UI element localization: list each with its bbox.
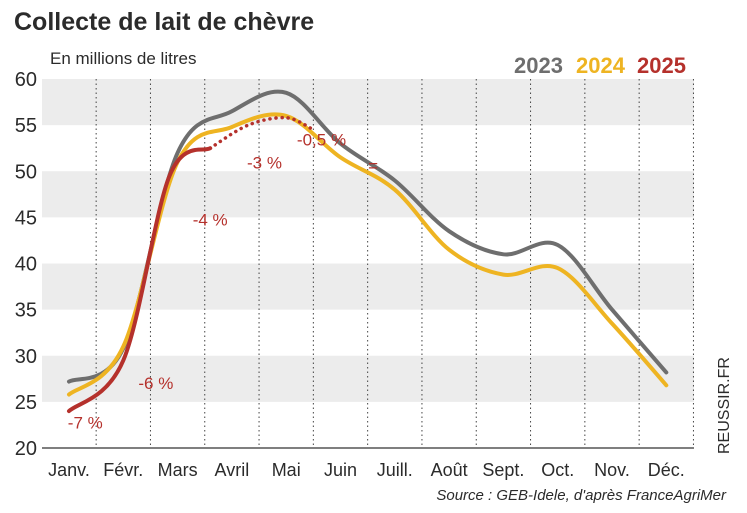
series-projection-2025 (208, 115, 316, 150)
legend-2025: 2025 (637, 53, 686, 78)
chart-subtitle: En millions de litres (50, 49, 196, 68)
annotation-label: = (368, 156, 378, 175)
x-tick-label: Mai (272, 460, 301, 480)
y-tick-label: 45 (15, 207, 37, 229)
x-tick-label: Nov. (594, 460, 630, 480)
x-tick-label: Mars (158, 460, 198, 480)
x-axis-labels: Janv. Févr. Mars Avril Mai Juin Juill. Août Sept… (48, 460, 685, 480)
annotation-label: -0,5 % (297, 130, 346, 149)
y-tick-label: 25 (15, 392, 37, 414)
series-line-2025 (67, 146, 213, 414)
x-tick-label: Juin (324, 460, 357, 480)
y-axis: 20 25 30 35 40 45 50 55 60 (15, 69, 37, 460)
x-tick-label: Sept. (482, 460, 524, 480)
x-tick-label: Août (431, 460, 468, 480)
y-tick-label: 30 (15, 346, 37, 368)
x-tick-label: Févr. (103, 460, 143, 480)
annotation-label: -7 % (68, 414, 103, 433)
y-tick-label: 20 (15, 438, 37, 460)
source-note: Source : GEB-Idele, d'après FranceAgriMe… (436, 487, 727, 504)
grid-bands (42, 79, 694, 402)
month-gridlines (95, 79, 694, 448)
x-tick-label: Avril (215, 460, 250, 480)
annotation-label: -3 % (247, 153, 282, 172)
y-tick-label: 55 (15, 115, 37, 137)
legend-2024: 2024 (576, 53, 626, 78)
legend-2023: 2023 (514, 53, 563, 78)
y-tick-label: 35 (15, 300, 37, 322)
legend: 2023 2024 2025 (514, 53, 686, 78)
annotation-label: -4 % (193, 211, 228, 230)
annotation-label: -6 % (138, 374, 173, 393)
series-group (67, 89, 669, 414)
annotations: -7 % -6 % -4 % -3 % -0,5 % = (68, 130, 378, 432)
x-tick-label: Oct. (541, 460, 574, 480)
chart-title: Collecte de lait de chèvre (14, 8, 314, 36)
credit-label: REUSSIR.FR (716, 357, 733, 454)
y-tick-label: 60 (15, 69, 37, 91)
y-tick-label: 50 (15, 161, 37, 183)
x-tick-label: Juill. (377, 460, 413, 480)
y-tick-label: 40 (15, 254, 37, 276)
x-tick-label: Janv. (48, 460, 90, 480)
x-tick-label: Déc. (648, 460, 685, 480)
